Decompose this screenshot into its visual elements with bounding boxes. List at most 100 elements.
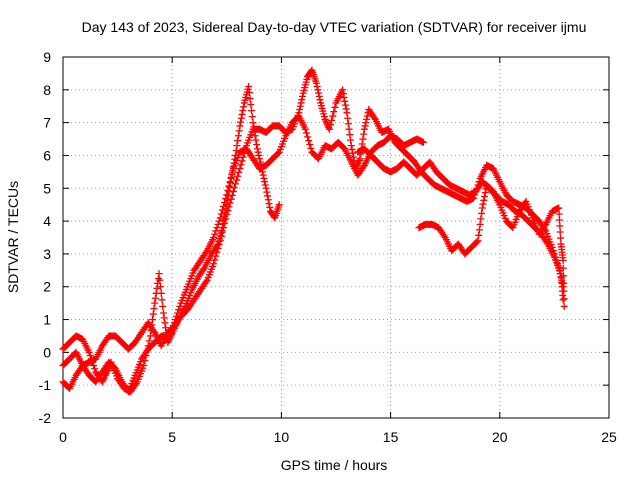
data-point-interp xyxy=(225,182,233,190)
data-point-interp xyxy=(252,136,260,144)
chart-title: Day 143 of 2023, Sidereal Day-to-day VTE… xyxy=(82,19,587,35)
data-point-interp xyxy=(328,116,336,124)
data-point-interp xyxy=(212,227,220,235)
data-point-interp xyxy=(481,189,489,197)
tick-labels: 0 5 10 15 20 25 -2 -1 0 1 2 3 4 5 6 7 8 9 xyxy=(39,49,617,445)
data-point-interp xyxy=(313,83,321,91)
data-point-interp xyxy=(345,125,353,133)
data-point xyxy=(339,86,347,94)
data-point-interp xyxy=(477,215,485,223)
data-point-interp xyxy=(315,89,323,97)
data-point-interp xyxy=(233,142,241,150)
data-point-interp xyxy=(265,200,273,208)
data-point xyxy=(559,256,567,264)
data-marks xyxy=(59,66,568,396)
data-point-interp xyxy=(340,93,348,101)
data-point-interp xyxy=(251,132,259,140)
y-tick-label: 7 xyxy=(43,115,51,131)
data-point-interp xyxy=(348,145,356,153)
data-point-interp xyxy=(213,248,221,256)
data-point-interp xyxy=(263,188,271,196)
y-tick-label: 0 xyxy=(43,344,51,360)
data-point xyxy=(262,184,270,192)
data-point-interp xyxy=(315,92,323,100)
data-point xyxy=(159,309,167,317)
data-point-interp xyxy=(555,216,563,224)
data-point-interp xyxy=(314,86,322,94)
data-point-interp xyxy=(358,140,366,148)
data-point xyxy=(216,214,224,222)
data-point-interp xyxy=(296,102,304,110)
data-point-interp xyxy=(218,206,226,214)
data-point-interp xyxy=(156,276,164,284)
data-point-interp xyxy=(476,220,484,228)
data-point-interp xyxy=(303,129,311,137)
data-point-interp xyxy=(238,110,246,118)
data-point-interp xyxy=(174,309,182,317)
data-point-interp xyxy=(274,149,282,157)
data-point-interp xyxy=(260,174,268,182)
data-point-interp xyxy=(296,106,304,114)
data-point-interp xyxy=(370,114,378,122)
data-point-interp xyxy=(175,306,183,314)
data-point-interp xyxy=(306,141,314,149)
data-point-interp xyxy=(330,108,338,116)
data-point xyxy=(559,296,567,304)
data-point xyxy=(275,201,283,209)
data-point-interp xyxy=(254,148,262,156)
data-point xyxy=(210,260,218,268)
data-point xyxy=(151,299,159,307)
data-point-interp xyxy=(475,231,483,239)
data-point-interp xyxy=(226,178,234,186)
data-point-interp xyxy=(159,302,167,310)
data-point-interp xyxy=(157,289,165,297)
data-point xyxy=(98,378,106,386)
data-point-interp xyxy=(359,163,367,171)
data-point xyxy=(249,119,257,127)
data-point-interp xyxy=(329,112,337,120)
data-point-interp xyxy=(307,144,315,152)
data-point-interp xyxy=(176,302,184,310)
data-point-interp xyxy=(240,103,248,111)
data-point xyxy=(321,115,329,123)
data-point-interp xyxy=(217,210,225,218)
y-tick-label: 9 xyxy=(43,49,51,65)
series-trace-5 xyxy=(415,181,568,310)
data-point xyxy=(216,237,224,245)
data-point-interp xyxy=(150,327,158,335)
y-tick-label: 1 xyxy=(43,312,51,328)
data-point-interp xyxy=(355,158,363,166)
data-point-interp xyxy=(480,196,488,204)
data-point-interp xyxy=(560,295,568,303)
data-point-interp xyxy=(341,97,349,105)
x-tick-label: 10 xyxy=(274,429,290,445)
data-point-interp xyxy=(220,224,228,232)
data-point-interp xyxy=(99,376,107,384)
data-point xyxy=(85,348,93,356)
data-point-interp xyxy=(237,114,245,122)
data-point-interp xyxy=(361,122,369,130)
data-point xyxy=(356,155,364,163)
data-point-interp xyxy=(171,316,179,324)
plot-frame xyxy=(62,56,610,419)
data-point-interp xyxy=(149,310,157,318)
data-point-interp xyxy=(91,365,99,373)
x-tick-label: 20 xyxy=(492,429,508,445)
data-point-interp xyxy=(145,337,153,345)
data-point xyxy=(419,138,427,146)
data-point-interp xyxy=(347,136,355,144)
data-point-interp xyxy=(557,234,565,242)
data-point-interp xyxy=(149,316,157,324)
data-point-interp xyxy=(220,202,228,210)
data-point-interp xyxy=(215,217,223,225)
data-point-interp xyxy=(255,151,263,159)
data-point xyxy=(325,125,333,133)
data-point xyxy=(312,79,320,87)
data-point-interp xyxy=(327,121,335,129)
data-point-interp xyxy=(344,120,352,128)
data-point-interp xyxy=(560,287,568,295)
data-point-interp xyxy=(478,209,486,217)
data-point-interp xyxy=(234,172,242,180)
data-point-interp xyxy=(256,155,264,163)
data-point-interp xyxy=(479,200,487,208)
